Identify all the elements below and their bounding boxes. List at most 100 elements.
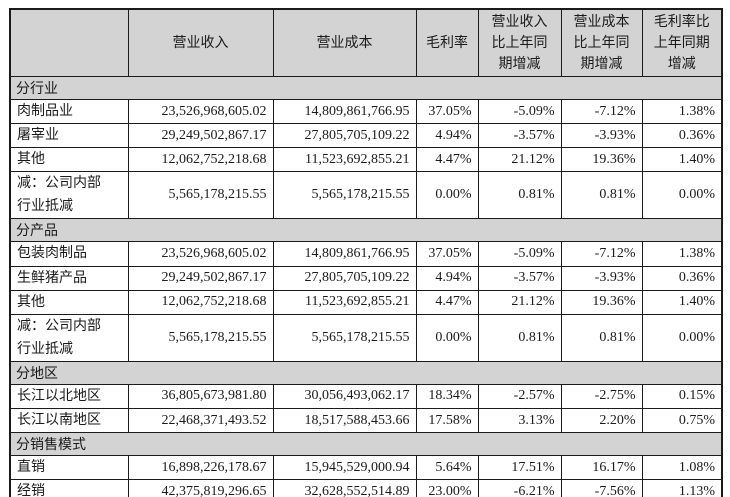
table-row: 其他 12,062,752,218.68 11,523,692,855.21 4.47… (9, 289, 723, 315)
column-header-margin-yoy: 毛利率比 上年同期 增减 (641, 8, 723, 77)
value-cell: -2.57% (477, 383, 562, 410)
value-cell: 0.81% (477, 171, 562, 220)
value-cell: 27,805,705,109.22 (272, 123, 417, 149)
table-row: 长江以南地区 22,468,371,493.52 18,517,588,453.66… (9, 408, 723, 434)
value-cell: 19.36% (560, 289, 643, 315)
value-cell: 5,565,178,215.55 (272, 313, 417, 362)
value-cell: 4.94% (415, 265, 479, 291)
value-cell: -3.93% (560, 265, 643, 291)
value-cell: 1.38% (641, 98, 723, 125)
section-title: 分地区 (9, 360, 723, 385)
table-row: 肉制品业 23,526,968,605.02 14,809,861,766.95 37… (9, 98, 723, 125)
value-cell: 14,809,861,766.95 (272, 98, 417, 125)
value-cell: 0.00% (641, 171, 723, 220)
value-cell: 37.05% (415, 98, 479, 125)
value-cell: 21.12% (477, 147, 562, 173)
value-cell: -3.93% (560, 123, 643, 149)
value-cell: 4.47% (415, 147, 479, 173)
value-cell: 18,517,588,453.66 (272, 408, 417, 434)
section-title-row: 分地区 (9, 360, 723, 385)
row-label-cell: 长江以北地区 (9, 383, 129, 410)
value-cell: 29,249,502,867.17 (127, 265, 274, 291)
value-cell: 5,565,178,215.55 (272, 171, 417, 220)
value-cell: -6.21% (477, 479, 562, 497)
value-cell: 21.12% (477, 289, 562, 315)
value-cell: 36,805,673,981.80 (127, 383, 274, 410)
value-cell: 27,805,705,109.22 (272, 265, 417, 291)
value-cell: -3.57% (477, 123, 562, 149)
section-title-row: 分行业 (9, 76, 723, 100)
value-cell: 22,468,371,493.52 (127, 408, 274, 434)
value-cell: 23.00% (415, 479, 479, 497)
value-cell: -3.57% (477, 265, 562, 291)
value-cell: -5.09% (477, 98, 562, 125)
table-row: 生鲜猪产品 29,249,502,867.17 27,805,705,109.22 4… (9, 265, 723, 291)
value-cell: 0.00% (415, 171, 479, 220)
column-header-gross-margin: 毛利率 (415, 8, 479, 77)
value-cell: 14,809,861,766.95 (272, 241, 417, 267)
value-cell: 0.15% (641, 383, 723, 410)
table-row: 减：公司内部 行业抵减 5,565,178,215.55 5,565,178,215… (9, 313, 723, 362)
value-cell: 1.40% (641, 289, 723, 315)
table-header: 营业收入 营业成本 毛利率 营业收入 比上年同 期增减 营业成本 比上年同 期增减 毛利率… (9, 8, 723, 77)
column-header-cost: 营业成本 (272, 8, 417, 77)
column-header-category (9, 8, 129, 77)
table-row: 其他 12,062,752,218.68 11,523,692,855.21 4.47… (9, 147, 723, 173)
value-cell: 42,375,819,296.65 (127, 479, 274, 497)
value-cell: 2.20% (560, 408, 643, 434)
value-cell: 0.36% (641, 123, 723, 149)
row-label-cell: 减：公司内部 行业抵减 (9, 313, 129, 362)
value-cell: 17.58% (415, 408, 479, 434)
table-row: 直销 16,898,226,178.67 15,945,529,000.94 5.64… (9, 455, 723, 481)
row-label-cell: 其他 (9, 147, 129, 173)
section-title-row: 分产品 (9, 218, 723, 243)
value-cell: 32,628,552,514.89 (272, 479, 417, 497)
value-cell: 5,565,178,215.55 (127, 313, 274, 362)
value-cell: 3.13% (477, 408, 562, 434)
value-cell: 4.47% (415, 289, 479, 315)
row-label-cell: 长江以南地区 (9, 408, 129, 434)
value-cell: 16,898,226,178.67 (127, 455, 274, 481)
value-cell: 1.38% (641, 241, 723, 267)
value-cell: -7.12% (560, 98, 643, 125)
value-cell: 15,945,529,000.94 (272, 455, 417, 481)
value-cell: 16.17% (560, 455, 643, 481)
value-cell: 12,062,752,218.68 (127, 147, 274, 173)
value-cell: 0.81% (560, 313, 643, 362)
row-label-cell: 经销 (9, 479, 129, 497)
section-title: 分产品 (9, 218, 723, 243)
value-cell: 0.00% (641, 313, 723, 362)
value-cell: 5,565,178,215.55 (127, 171, 274, 220)
row-label-cell: 屠宰业 (9, 123, 129, 149)
value-cell: 18.34% (415, 383, 479, 410)
value-cell: -7.12% (560, 241, 643, 267)
row-label-cell: 生鲜猪产品 (9, 265, 129, 291)
table-row: 屠宰业 29,249,502,867.17 27,805,705,109.22 4.9… (9, 123, 723, 149)
financial-breakdown-table: 营业收入 营业成本 毛利率 营业收入 比上年同 期增减 营业成本 比上年同 期增减 毛利率… (9, 8, 723, 497)
column-header-revenue: 营业收入 (127, 8, 274, 77)
row-label-cell: 肉制品业 (9, 98, 129, 125)
value-cell: -5.09% (477, 241, 562, 267)
table-body: 分行业 肉制品业 23,526,968,605.02 14,809,861,766.9… (9, 76, 723, 497)
table-header-row: 营业收入 营业成本 毛利率 营业收入 比上年同 期增减 营业成本 比上年同 期增减 毛利率… (9, 8, 723, 77)
value-cell: 5.64% (415, 455, 479, 481)
section-title-row: 分销售模式 (9, 432, 723, 457)
section-title: 分销售模式 (9, 432, 723, 457)
value-cell: 11,523,692,855.21 (272, 147, 417, 173)
value-cell: 12,062,752,218.68 (127, 289, 274, 315)
table-row: 经销 42,375,819,296.65 32,628,552,514.89 23.0… (9, 479, 723, 497)
value-cell: -2.75% (560, 383, 643, 410)
value-cell: 19.36% (560, 147, 643, 173)
value-cell: 1.40% (641, 147, 723, 173)
column-header-revenue-yoy: 营业收入 比上年同 期增减 (477, 8, 562, 77)
column-header-cost-yoy: 营业成本 比上年同 期增减 (560, 8, 643, 77)
table-row: 长江以北地区 36,805,673,981.80 30,056,493,062.17… (9, 383, 723, 410)
section-title: 分行业 (9, 76, 723, 100)
value-cell: 11,523,692,855.21 (272, 289, 417, 315)
value-cell: 30,056,493,062.17 (272, 383, 417, 410)
value-cell: 1.08% (641, 455, 723, 481)
value-cell: -7.56% (560, 479, 643, 497)
value-cell: 0.00% (415, 313, 479, 362)
value-cell: 0.75% (641, 408, 723, 434)
